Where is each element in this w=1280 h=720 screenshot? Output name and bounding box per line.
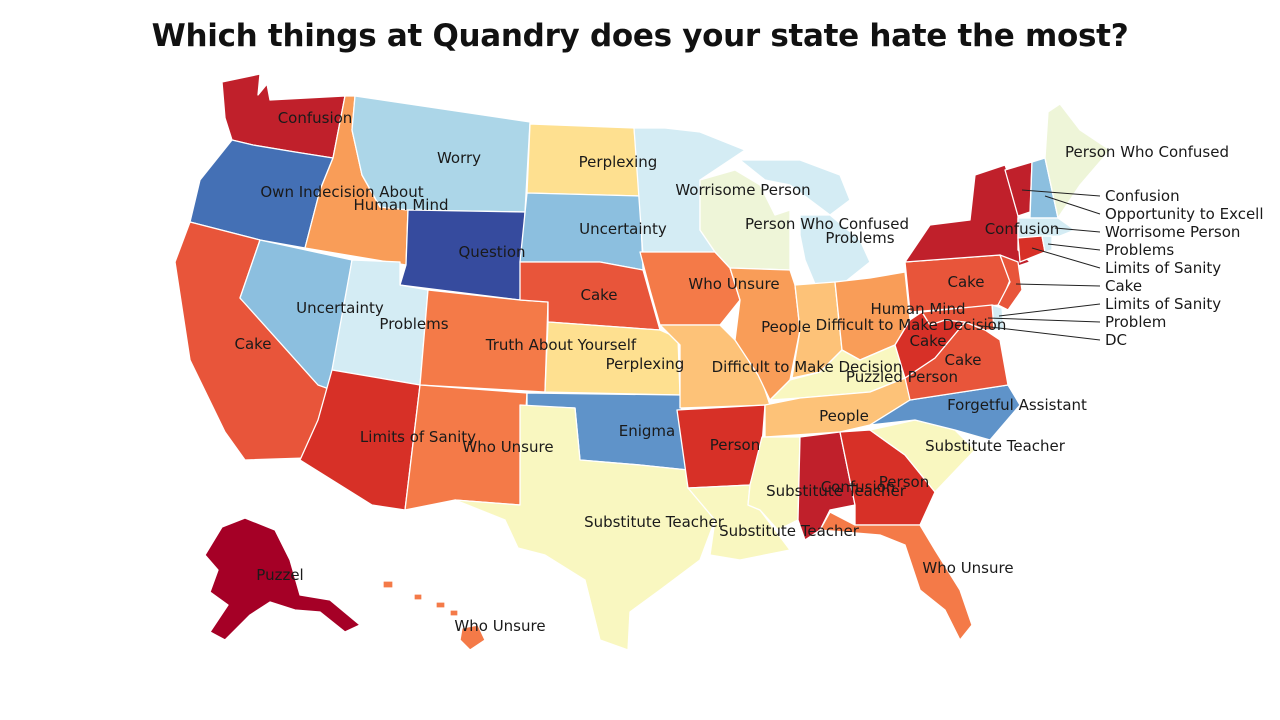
- state-ct[interactable]: [1017, 235, 1046, 263]
- label-oh: Human Mind: [870, 300, 965, 318]
- label-sc: Substitute Teacher: [925, 437, 1066, 455]
- label-nv: Uncertainty: [296, 299, 384, 317]
- label-la: Substitute Teacher: [719, 522, 860, 540]
- label-in: Difficult to Make Decision: [816, 316, 1007, 334]
- callout-nh: Opportunity to Excell: [1105, 205, 1264, 223]
- label-ak: Puzzel: [256, 566, 303, 584]
- state-ks[interactable]: [544, 321, 681, 396]
- label-wv: Cake: [909, 332, 946, 350]
- label-sd: Uncertainty: [579, 220, 667, 238]
- label-fl: Who Unsure: [922, 559, 1013, 577]
- label-az: Limits of Sanity: [360, 428, 476, 446]
- state-me[interactable]: [1044, 103, 1111, 219]
- label-ky: Puzzled Person: [846, 368, 958, 386]
- callout-vt: Confusion: [1105, 187, 1180, 205]
- label-nm: Who Unsure: [462, 438, 553, 456]
- label-tx: Substitute Teacher: [584, 513, 725, 531]
- label-wy: Question: [458, 243, 525, 261]
- label-il: People: [761, 318, 811, 336]
- label-co: Truth About Yourself: [485, 336, 637, 354]
- state-md[interactable]: [921, 304, 995, 331]
- callout-nj: Cake: [1105, 277, 1142, 295]
- state-ma[interactable]: [1017, 217, 1076, 239]
- state-shapes: [174, 73, 1111, 651]
- label-ny: Confusion: [985, 220, 1060, 238]
- label-mt: Worry: [437, 149, 481, 167]
- label-mo: Difficult to Make Decision: [712, 358, 903, 376]
- callout-de: Limits of Sanity: [1105, 295, 1221, 313]
- state-ri[interactable]: [1041, 235, 1053, 253]
- label-ne: Cake: [580, 286, 617, 304]
- label-ks: Perplexing: [606, 355, 685, 373]
- state-ak[interactable]: [204, 517, 361, 641]
- label-va: Cake: [944, 351, 981, 369]
- label-pa: Cake: [947, 273, 984, 291]
- state-nj[interactable]: [997, 254, 1023, 311]
- state-nv[interactable]: [239, 239, 353, 391]
- state-labels: Confusion Own Indecision About Human Min…: [234, 109, 1229, 635]
- state-tx[interactable]: [454, 404, 716, 651]
- label-nc: Forgetful Assistant: [947, 396, 1087, 414]
- label-ar: Person: [710, 436, 760, 454]
- label-ms: Substitute Teacher: [766, 482, 907, 500]
- state-nc[interactable]: [869, 384, 1021, 441]
- callout-leaders: [981, 189, 1101, 341]
- label-ca: Cake: [234, 335, 271, 353]
- label-wi: Person Who Confused: [745, 215, 909, 233]
- label-or: Own Indecision About: [260, 183, 423, 201]
- label-ia: Who Unsure: [688, 275, 779, 293]
- label-id: Human Mind: [353, 196, 448, 214]
- label-hi: Who Unsure: [454, 617, 545, 635]
- state-fl[interactable]: [819, 511, 973, 641]
- label-ga: Person: [879, 473, 929, 491]
- state-wi[interactable]: [699, 169, 791, 271]
- label-me: Person Who Confused: [1065, 143, 1229, 161]
- map-title: Which things at Quandry does your state …: [151, 18, 1129, 54]
- label-mi: Problems: [825, 229, 894, 247]
- callout-md: Problem: [1105, 313, 1166, 331]
- label-mn: Worrisome Person: [675, 181, 810, 199]
- callout-ct: Limits of Sanity: [1105, 259, 1221, 277]
- label-al: Confusion: [821, 478, 896, 496]
- label-ok: Enigma: [619, 422, 675, 440]
- callout-labels: Confusion Opportunity to Excell Worrisom…: [1105, 187, 1264, 349]
- state-wy[interactable]: [399, 209, 526, 301]
- label-wa: Confusion: [278, 109, 353, 127]
- callout-ma: Worrisome Person: [1105, 223, 1240, 241]
- callout-dc: DC: [1105, 331, 1127, 349]
- state-hi[interactable]: [382, 580, 486, 651]
- label-tn: People: [819, 407, 869, 425]
- callout-ri: Problems: [1105, 241, 1174, 259]
- label-nd: Perplexing: [579, 153, 658, 171]
- label-ut: Problems: [379, 315, 448, 333]
